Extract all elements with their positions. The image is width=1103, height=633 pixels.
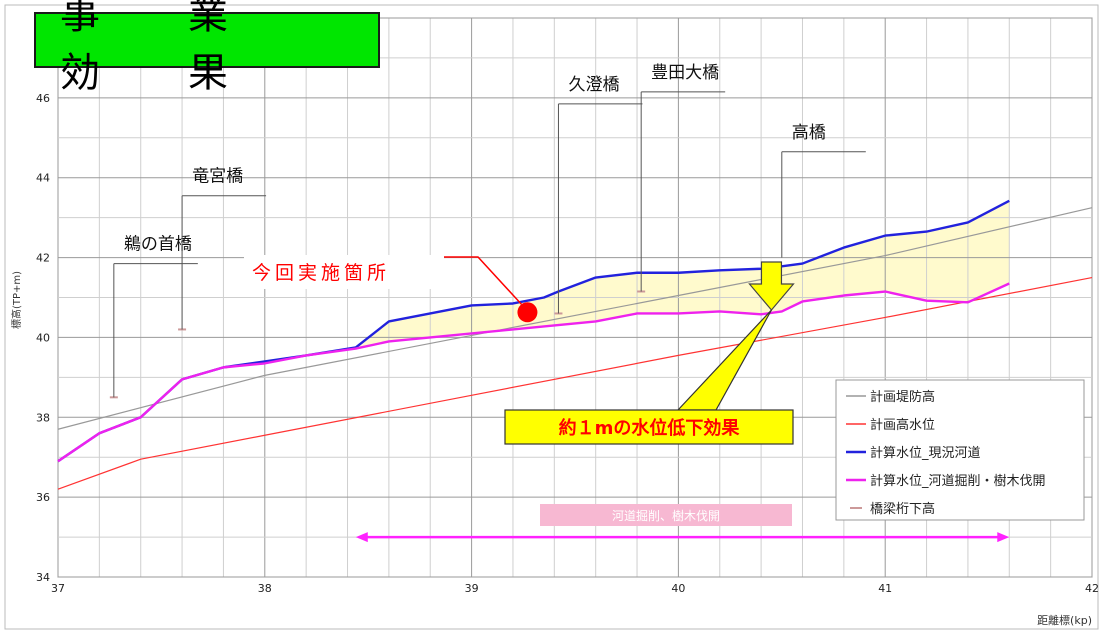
- legend-box: [835, 379, 1085, 521]
- series-line-1: [57, 276, 1093, 490]
- annotation-box: [244, 255, 444, 289]
- x-tick-label: 38: [258, 582, 272, 595]
- range-arrow-right: [997, 532, 1010, 543]
- bridge-label: 高橋: [792, 123, 826, 143]
- x-axis-label: 距離標(kp): [1037, 613, 1092, 627]
- annotation-leader: [444, 256, 522, 305]
- series-line-0: [57, 207, 1093, 430]
- callout-box: [504, 409, 794, 445]
- y-axis-label: 標高(TP+m): [10, 271, 23, 329]
- y-tick-label: 38: [36, 411, 50, 424]
- legend-label-improved: 計算水位_河道掘削・樹木伐開: [870, 473, 1046, 489]
- callout-text: 約１mの水位低下効果: [559, 417, 741, 439]
- y-tick-label: 36: [36, 491, 50, 504]
- x-tick-label: 40: [671, 582, 685, 595]
- annotation-label: 今回実施箇所: [252, 262, 390, 284]
- legend-label-planned-hwl: 計画高水位: [870, 417, 935, 433]
- bridge-label: 鵜の首橋: [124, 235, 192, 255]
- legend-label-planned-levee: 計画堤防高: [870, 389, 935, 405]
- legend-label-bridge: 橋梁桁下高: [870, 501, 935, 517]
- excavation-label: 河道掘削、樹木伐開: [612, 508, 720, 523]
- range-arrow-left: [355, 532, 368, 543]
- x-tick-label: 37: [51, 582, 65, 595]
- bridge-label: 豊田大橋: [651, 63, 719, 83]
- y-tick-label: 42: [36, 252, 50, 265]
- series-line-3: [57, 282, 1010, 463]
- target-site-marker: [517, 302, 538, 323]
- bridge-label: 竜宮橋: [192, 167, 243, 187]
- y-tick-label: 46: [36, 92, 50, 105]
- y-tick-label: 44: [36, 172, 50, 185]
- x-tick-label: 42: [1085, 582, 1099, 595]
- excavation-label-box: [540, 504, 792, 526]
- legend-label-current: 計算水位_現況河道: [870, 445, 981, 461]
- x-tick-label: 39: [465, 582, 479, 595]
- x-tick-label: 41: [878, 582, 892, 595]
- page-title: 事 業 効 果: [34, 0, 380, 96]
- bridge-label: 久澄橋: [568, 75, 619, 95]
- y-tick-label: 34: [36, 571, 50, 584]
- water-drop-arrow: [748, 261, 795, 311]
- legend: 計画堤防高 計画高水位 計算水位_現況河道 計算水位_河道掘削・樹木伐開 橋梁桁…: [835, 379, 1085, 521]
- y-tick-label: 40: [36, 331, 50, 344]
